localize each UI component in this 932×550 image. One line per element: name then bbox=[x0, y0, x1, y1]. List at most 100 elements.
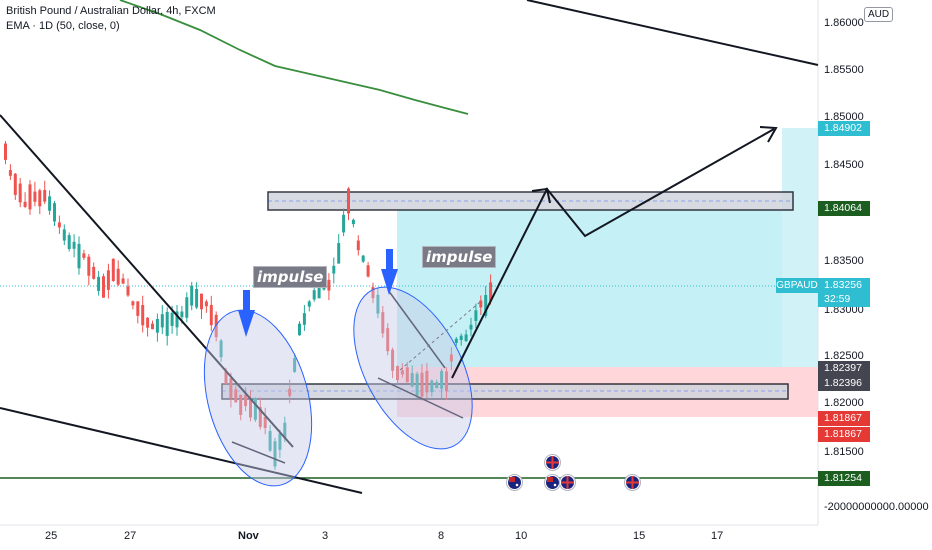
candle-body bbox=[200, 293, 203, 310]
trendline-lower-left[interactable] bbox=[0, 407, 363, 494]
candle-body bbox=[195, 288, 199, 308]
candle-body bbox=[474, 310, 478, 321]
currency-label[interactable]: AUD bbox=[864, 7, 894, 22]
support-zone[interactable] bbox=[221, 383, 789, 400]
candle-body bbox=[410, 373, 414, 387]
x-tick-label: 3 bbox=[322, 530, 329, 542]
candle-body bbox=[219, 340, 223, 358]
projection-arrowhead-2 bbox=[759, 126, 778, 143]
projection-arrowhead-1 bbox=[531, 187, 551, 204]
gbp-flag-icon[interactable] bbox=[559, 474, 576, 491]
candle-body bbox=[102, 276, 105, 298]
candle-body bbox=[386, 328, 390, 352]
candle-body bbox=[366, 265, 370, 277]
trendline-pullback[interactable] bbox=[387, 289, 446, 369]
candle-body bbox=[190, 285, 194, 306]
support-price-badge[interactable]: 1.81254 bbox=[818, 471, 870, 486]
ema-line[interactable] bbox=[119, 0, 469, 115]
gbp-flag-icon[interactable] bbox=[544, 454, 561, 471]
candle-body bbox=[18, 183, 22, 203]
candle-body bbox=[371, 287, 375, 299]
candle-body bbox=[180, 311, 184, 318]
candle-body bbox=[420, 372, 424, 397]
candle-body bbox=[38, 190, 42, 207]
candle-body bbox=[376, 294, 380, 314]
impulse-label-1[interactable]: impulse bbox=[253, 266, 328, 288]
candle-body bbox=[351, 219, 355, 225]
aud-flag-icon[interactable] bbox=[506, 474, 523, 491]
stop-price-badge[interactable]: 1.81867 bbox=[818, 411, 870, 426]
candle-body bbox=[445, 371, 448, 392]
candle-body bbox=[97, 276, 101, 291]
profit-zone-upper[interactable] bbox=[782, 128, 818, 367]
candle-body bbox=[342, 214, 346, 233]
candle-body bbox=[298, 323, 301, 336]
candle-body bbox=[136, 301, 140, 316]
candle-body bbox=[430, 380, 434, 393]
x-tick-label: 27 bbox=[124, 530, 137, 542]
candle-body bbox=[440, 371, 444, 389]
projection-path[interactable] bbox=[451, 128, 775, 379]
candle-body bbox=[415, 373, 419, 396]
resistance-price-badge[interactable]: 1.84064 bbox=[818, 201, 870, 216]
x-tick-label: 8 bbox=[438, 530, 445, 542]
candle-body bbox=[23, 201, 27, 207]
entry-price-badge-2[interactable]: 1.82396 bbox=[818, 376, 870, 391]
trendline-impulse-2[interactable] bbox=[377, 377, 464, 419]
trendline-top-right[interactable] bbox=[526, 0, 819, 66]
candle-body bbox=[479, 300, 483, 308]
stop-price-badge-2[interactable]: 1.81867 bbox=[818, 427, 870, 442]
candle-body bbox=[77, 243, 81, 269]
candle-body bbox=[283, 422, 287, 439]
candle-body bbox=[288, 388, 292, 396]
candle-body bbox=[244, 394, 248, 407]
symbol-title[interactable]: British Pound / Australian Dollar, 4h, F… bbox=[6, 5, 216, 17]
candles[interactable] bbox=[4, 141, 493, 470]
candle-body bbox=[214, 314, 218, 338]
candle-body bbox=[258, 406, 262, 427]
y-tick-label: -20000000000.00000 bbox=[824, 501, 929, 513]
candle-body bbox=[332, 265, 336, 274]
candle-body bbox=[165, 311, 169, 336]
candle-body bbox=[72, 241, 76, 249]
candle-body bbox=[293, 358, 297, 372]
candle-body bbox=[111, 258, 115, 282]
y-tick-label: 1.86000 bbox=[824, 17, 864, 29]
candle-body bbox=[391, 349, 395, 371]
trendline-impulse-1[interactable] bbox=[231, 441, 286, 464]
candle-body bbox=[459, 335, 463, 341]
y-tick-label: 1.82000 bbox=[824, 397, 864, 409]
candle-body bbox=[454, 338, 458, 343]
trendline-upper-left[interactable] bbox=[0, 114, 294, 448]
candle-body bbox=[204, 301, 208, 307]
candle-body bbox=[67, 235, 71, 250]
candle-body bbox=[62, 229, 66, 241]
down-arrow-2[interactable] bbox=[381, 249, 398, 295]
candle-body bbox=[170, 312, 174, 326]
candle-body bbox=[116, 268, 120, 285]
impulse-label-2[interactable]: impulse bbox=[422, 246, 497, 268]
impulse-ellipse-1[interactable] bbox=[186, 298, 329, 498]
current-price-badge[interactable]: 1.83256 bbox=[818, 278, 870, 293]
x-tick-label: 25 bbox=[45, 530, 58, 542]
candle-body bbox=[361, 255, 365, 262]
candle-body bbox=[356, 240, 360, 251]
impulse-ellipse-2[interactable] bbox=[329, 268, 496, 468]
candle-body bbox=[160, 314, 164, 328]
candle-body bbox=[28, 184, 32, 210]
target-price-badge[interactable]: 1.84902 bbox=[818, 121, 870, 136]
symbol-badge[interactable]: GBPAUD bbox=[776, 278, 818, 293]
candle-body bbox=[381, 312, 385, 334]
entry-price-badge[interactable]: 1.82397 bbox=[818, 361, 870, 376]
down-arrow-1[interactable] bbox=[238, 290, 255, 337]
candle-body bbox=[151, 323, 154, 330]
candle-body bbox=[347, 188, 350, 214]
candle-body bbox=[229, 378, 233, 399]
indicator-legend[interactable]: EMA · 1D (50, close, 0) bbox=[6, 20, 120, 32]
y-tick-label: 1.81500 bbox=[824, 446, 864, 458]
candle-body bbox=[57, 222, 61, 228]
gbp-flag-icon[interactable] bbox=[624, 474, 641, 491]
y-tick-label: 1.82500 bbox=[824, 350, 864, 362]
